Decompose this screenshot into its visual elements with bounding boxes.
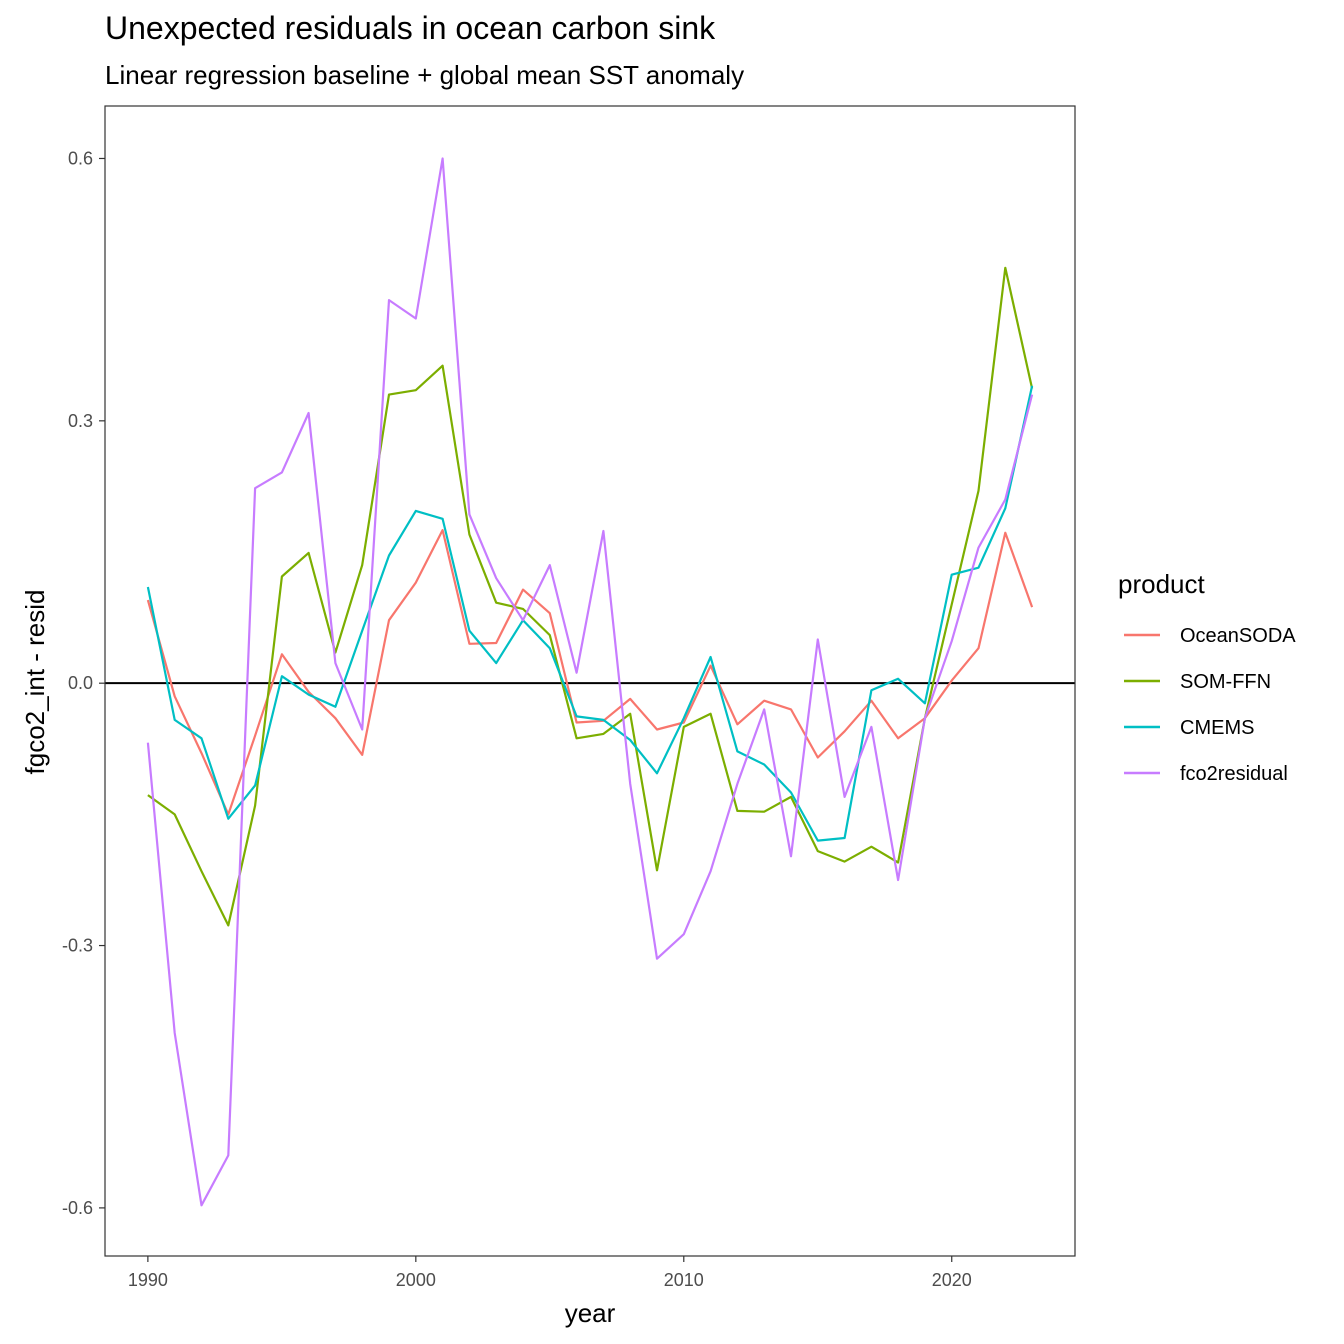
legend-label-fco2residual: fco2residual: [1180, 763, 1288, 785]
series-line-fco2residual: [146, 157, 1034, 1207]
y-tick-label: 0.0: [68, 673, 93, 693]
x-axis-title: year: [565, 1298, 616, 1328]
panel-border: [104, 105, 1076, 1257]
legend-label-cmems: CMEMS: [1180, 717, 1254, 739]
legend: product OceanSODA SOM-FFN CMEMS fco2residua…: [1118, 569, 1296, 785]
legend-label-som-ffn: SOM-FFN: [1180, 671, 1271, 693]
x-tick-label: 1990: [128, 1270, 168, 1290]
x-tick-label: 2010: [664, 1270, 704, 1290]
y-tick-label: 0.6: [68, 148, 93, 168]
y-tick-label: -0.3: [62, 936, 93, 956]
chart-subtitle: Linear regression baseline + global mean…: [105, 60, 745, 90]
plot-area: [105, 157, 1075, 1207]
legend-label-oceansoda: OceanSODA: [1180, 625, 1296, 647]
axes: 1990 2000 2010 2020 0.6 0.3 0.0 -0.3 -0.6: [62, 105, 1076, 1290]
y-axis-title: fgco2_int - resid: [20, 590, 50, 775]
series-line-oceansoda: [146, 528, 1034, 816]
x-tick-label: 2000: [396, 1270, 436, 1290]
y-tick-label: 0.3: [68, 411, 93, 431]
y-tick-label: -0.6: [62, 1198, 93, 1218]
legend-title: product: [1118, 569, 1205, 599]
series-line-cmems: [146, 385, 1034, 842]
series-line-som-ffn: [147, 266, 1034, 927]
x-tick-label: 2020: [932, 1270, 972, 1290]
chart-title: Unexpected residuals in ocean carbon sin…: [105, 10, 716, 46]
